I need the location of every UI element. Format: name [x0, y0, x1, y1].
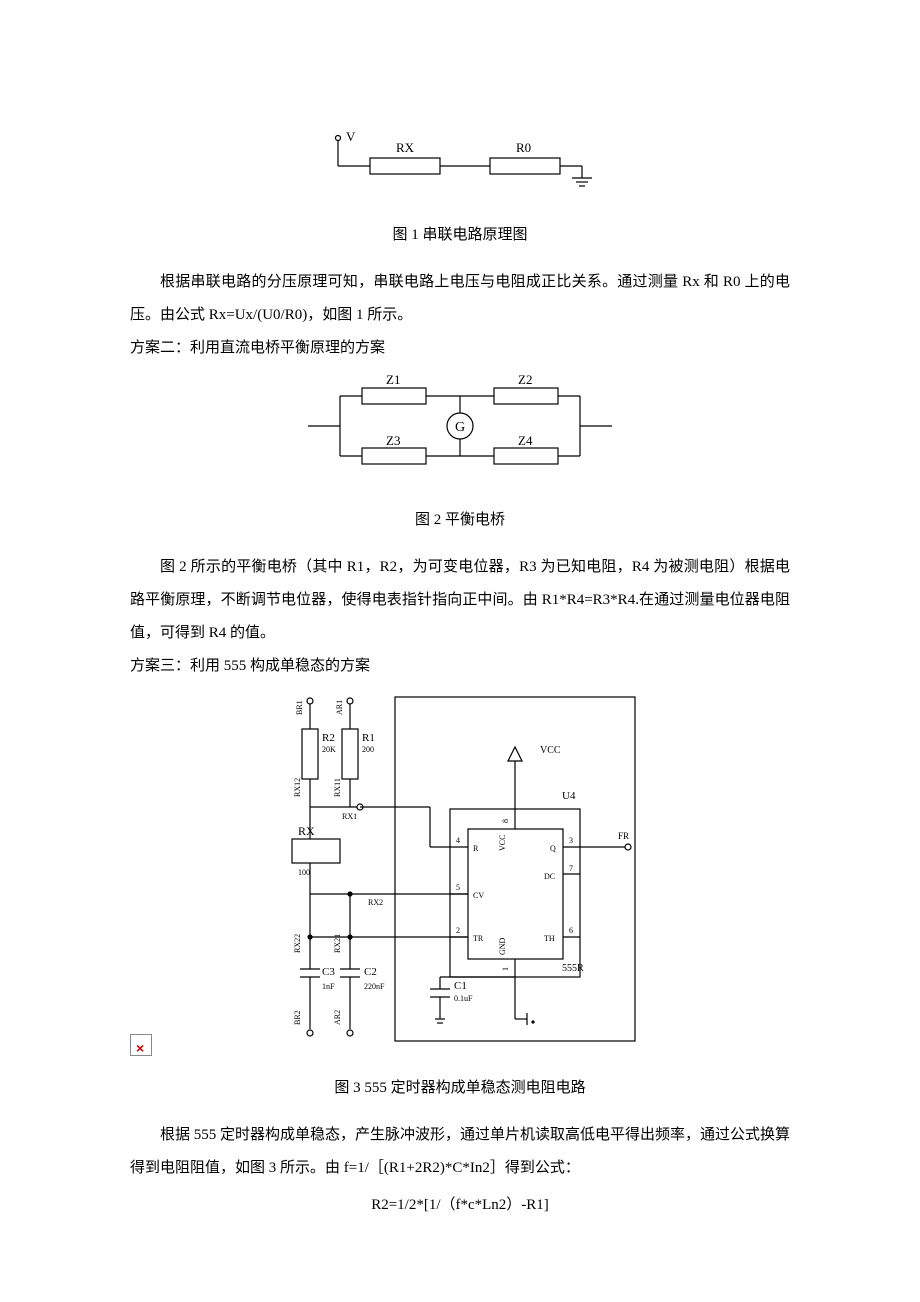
net-rx22: RX22: [293, 934, 302, 953]
pin3-num: 3: [569, 836, 573, 845]
fig2-z2: Z2: [518, 372, 532, 387]
fig3-caption: 图 3 555 定时器构成单稳态测电阻电路: [130, 1072, 790, 1105]
pin1-num: 1: [501, 967, 510, 971]
r1-ref: R1: [362, 732, 375, 744]
pin8-num: 8: [501, 819, 510, 823]
r1-val: 200: [362, 745, 374, 754]
pin5-num: 5: [456, 883, 460, 892]
pin7-name: DC: [544, 872, 555, 881]
pin5-name: CV: [473, 891, 484, 900]
fig2-z3: Z3: [386, 433, 400, 448]
fig1-svg: V RX R0: [320, 126, 600, 196]
paragraph-1: 根据串联电路的分压原理可知，串联电路上电压与电阻成正比关系。通过测量 Rx 和 …: [130, 266, 790, 332]
pin1-name: GND: [498, 937, 507, 955]
net-rx11: RX11: [333, 778, 342, 797]
net-ar1: AR1: [335, 700, 344, 715]
c3-ref: C3: [322, 966, 335, 978]
fig2-caption: 图 2 平衡电桥: [130, 504, 790, 537]
net-fr: FR: [618, 831, 629, 841]
pin7-num: 7: [569, 864, 573, 873]
net-vcc: VCC: [540, 745, 561, 756]
pin2-num: 2: [456, 926, 460, 935]
net-ar2: AR2: [333, 1010, 342, 1025]
r2-ref: R2: [322, 732, 335, 744]
fig3-svg: BR1 AR1 R2 20K R1 200 RX12 RX11 RX1 RX 1…: [280, 689, 640, 1049]
pin6-num: 6: [569, 926, 573, 935]
paragraph-3: 根据 555 定时器构成单稳态，产生脉冲波形，通过单片机读取高低电平得出频率，通…: [130, 1119, 790, 1185]
fig2-z4: Z4: [518, 433, 533, 448]
pin2-name: TR: [473, 934, 484, 943]
broken-image-icon: [130, 1034, 152, 1056]
fig2-g: G: [455, 420, 465, 435]
figure-3: BR1 AR1 R2 20K R1 200 RX12 RX11 RX1 RX 1…: [130, 689, 790, 1062]
figure-2: Z1 Z2 Z3 Z4 G: [130, 371, 790, 494]
net-rx21: RX21: [333, 934, 342, 953]
pin8-name: VCC: [498, 835, 507, 851]
u4-part: 555R: [562, 963, 584, 974]
c2-val: 220nF: [364, 982, 385, 991]
net-br1: BR1: [295, 700, 304, 715]
fig1-caption: 图 1 串联电路原理图: [130, 219, 790, 252]
fig1-v-label: V: [346, 129, 356, 144]
c3-val: 1nF: [322, 982, 335, 991]
figure-1: V RX R0: [130, 126, 790, 209]
c1-ref: C1: [454, 980, 467, 992]
pin4-num: 4: [456, 836, 460, 845]
fig2-svg: Z1 Z2 Z3 Z4 G: [300, 371, 620, 481]
scheme-3-title: 方案三：利用 555 构成单稳态的方案: [130, 650, 790, 683]
rx-ref: RX: [298, 824, 315, 838]
fig1-rx-label: RX: [396, 140, 415, 155]
net-rx1: RX1: [342, 812, 357, 821]
r2-val: 20K: [322, 745, 336, 754]
net-br2: BR2: [293, 1010, 302, 1025]
pin4-name: R: [473, 844, 479, 853]
net-rx12: RX12: [293, 778, 302, 797]
paragraph-2: 图 2 所示的平衡电桥（其中 R1，R2，为可变电位器，R3 为已知电阻，R4 …: [130, 551, 790, 650]
fig1-r0-label: R0: [516, 140, 531, 155]
u4-ref: U4: [562, 790, 576, 802]
net-rx2: RX2: [368, 898, 383, 907]
c2-ref: C2: [364, 966, 377, 978]
pin6-name: TH: [544, 934, 555, 943]
formula-r2: R2=1/2*[1/（f*c*Ln2）-R1]: [130, 1189, 790, 1222]
pin3-name: Q: [550, 844, 556, 853]
scheme-2-title: 方案二：利用直流电桥平衡原理的方案: [130, 332, 790, 365]
rx-val: 100: [298, 868, 310, 877]
fig2-z1: Z1: [386, 372, 400, 387]
c1-val: 0.1uF: [454, 994, 473, 1003]
